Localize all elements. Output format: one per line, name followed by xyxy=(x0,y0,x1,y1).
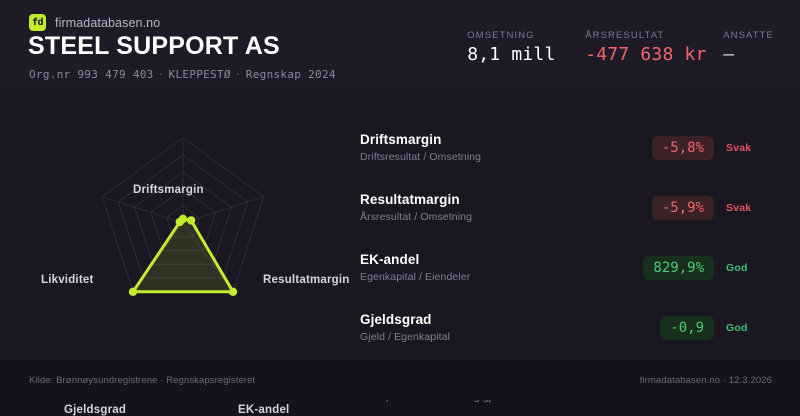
metric-text: Driftsmargin Driftsresultat / Omsetning xyxy=(360,132,587,165)
metric-name: Driftsmargin xyxy=(360,131,442,147)
body: Driftsmargin Resultatmargin EK-andel Gje… xyxy=(0,88,800,416)
metric-formula: Driftsresultat / Omsetning xyxy=(360,150,482,163)
metric-verdict: God xyxy=(726,321,748,334)
kpi-summary: OMSETNING 8,1 mill ÅRSRESULTAT -477 638 … xyxy=(467,30,774,64)
metric-name: Gjeldsgrad xyxy=(360,311,432,327)
company-meta: Org.nr 993 479 403 · KLEPPESTØ · Regnskap 20… xyxy=(29,68,336,81)
radar-chart-svg xyxy=(101,137,265,296)
kpi-annual-result-label: ÅRSRESULTAT xyxy=(585,30,665,41)
kpi-employees: ANSATTE – xyxy=(723,30,774,64)
metric-row-ek-andel[interactable]: EK-andel Egenkapital / Eiendeler 829,9% … xyxy=(360,248,772,288)
radar-point-likviditet xyxy=(175,217,184,227)
metric-right: 829,9% God xyxy=(587,255,772,281)
footer-stamp: firmadatabasen.no · 12.3.2026 xyxy=(639,375,772,386)
radar-axis-label-likviditet: Likviditet xyxy=(41,274,94,286)
kpi-annual-result: ÅRSRESULTAT -477 638 kr xyxy=(585,30,723,64)
metric-formula: Egenkapital / Eiendeler xyxy=(360,270,471,283)
kpi-revenue-label: OMSETNING xyxy=(467,30,535,41)
kpi-revenue-value: 8,1 mill xyxy=(467,44,556,65)
radar-series-points xyxy=(128,214,238,296)
radar-point-ek-andel xyxy=(228,287,238,296)
metric-row-gjeldsgrad[interactable]: Gjeldsgrad Gjeld / Egenkapital -0,9 God xyxy=(360,308,772,348)
radar-series-area xyxy=(131,217,235,294)
metric-text: Gjeldsgrad Gjeld / Egenkapital xyxy=(360,312,587,345)
metric-row-resultatmargin[interactable]: Resultatmargin Årsresultat / Omsetning -… xyxy=(360,188,772,228)
metric-right: -5,9% Svak xyxy=(587,195,772,221)
radar-axis-label-gjeldsgrad: Gjeldsgrad xyxy=(64,404,127,416)
footer-source: Kilde: Brønnøysundregistrene · Regnskaps… xyxy=(29,375,256,386)
meta-separator-2: · xyxy=(234,68,242,81)
metric-name: Resultatmargin xyxy=(360,191,460,207)
kpi-employees-value: – xyxy=(723,44,735,65)
meta-separator-1: · xyxy=(157,68,165,81)
radar-axis-label-resultatmargin: Resultatmargin xyxy=(263,274,350,286)
metric-formula: Årsresultat / Omsetning xyxy=(360,210,473,223)
firmadatabasen-logo-icon: fd xyxy=(29,14,46,31)
footer: Kilde: Brønnøysundregistrene · Regnskaps… xyxy=(0,360,800,400)
metric-name: EK-andel xyxy=(360,251,420,267)
metric-right: -0,9 God xyxy=(587,315,772,341)
radar-axis-label-driftsmargin: Driftsmargin xyxy=(133,184,204,196)
radar-point-gjeldsgrad xyxy=(128,287,138,296)
brand[interactable]: fd firmadatabasen.no xyxy=(29,14,160,31)
metric-verdict: Svak xyxy=(726,141,752,154)
metric-verdict: Svak xyxy=(726,201,752,214)
metric-formula: Gjeld / Egenkapital xyxy=(360,330,451,343)
kpi-employees-label: ANSATTE xyxy=(723,30,774,41)
metric-value-badge: -5,8% xyxy=(651,135,714,161)
metric-text: EK-andel Egenkapital / Eiendeler xyxy=(360,252,587,285)
metric-row-driftsmargin[interactable]: Driftsmargin Driftsresultat / Omsetning … xyxy=(360,128,772,168)
kpi-annual-result-value: -477 638 kr xyxy=(585,44,707,65)
metric-value-badge: -0,9 xyxy=(660,315,714,341)
page-title: STEEL SUPPORT AS xyxy=(28,32,280,60)
brand-name: firmadatabasen.no xyxy=(55,15,161,30)
radar-axis-label-ek-andel: EK-andel xyxy=(238,404,290,416)
company-location: KLEPPESTØ xyxy=(168,68,231,81)
metric-text: Resultatmargin Årsresultat / Omsetning xyxy=(360,192,587,225)
org-number: Org.nr 993 479 403 xyxy=(29,68,154,81)
metric-value-badge: 829,9% xyxy=(643,255,714,281)
kpi-revenue: OMSETNING 8,1 mill xyxy=(467,30,585,64)
header: fd firmadatabasen.no STEEL SUPPORT AS Or… xyxy=(0,0,800,88)
radar-point-resultatmargin xyxy=(186,216,196,225)
radar-chart: Driftsmargin Resultatmargin EK-andel Gje… xyxy=(0,88,355,416)
metric-right: -5,8% Svak xyxy=(587,135,772,161)
accounting-year: Regnskap 2024 xyxy=(245,68,336,81)
metric-verdict: God xyxy=(726,261,748,274)
metric-value-badge: -5,9% xyxy=(651,195,714,221)
